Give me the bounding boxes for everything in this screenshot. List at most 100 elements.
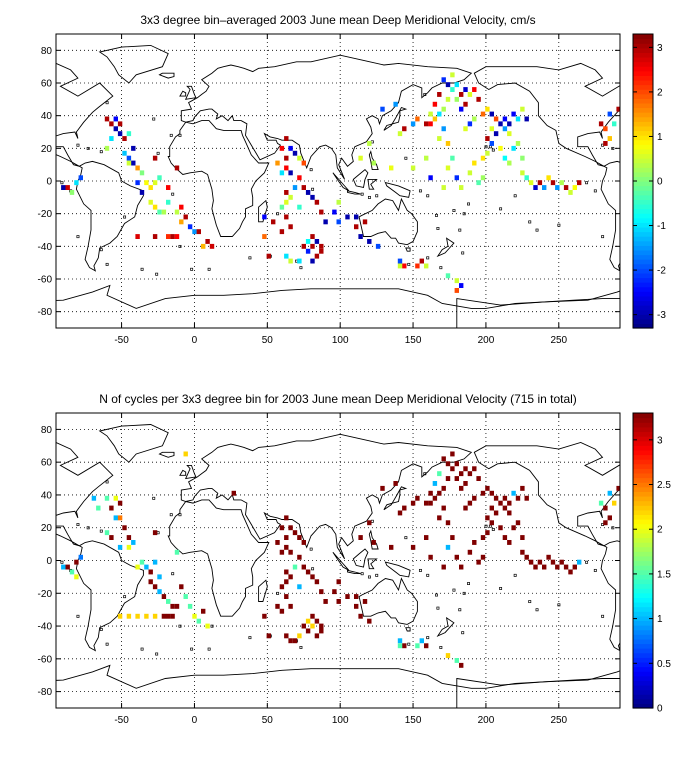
island (484, 524, 488, 528)
data-bin (568, 569, 573, 575)
data-bin (559, 180, 564, 186)
data-bin (279, 170, 285, 176)
data-bin (279, 549, 285, 555)
data-bin (96, 505, 101, 511)
data-bin (113, 116, 118, 122)
data-bin (174, 234, 180, 239)
data-bin (480, 175, 486, 181)
colorbar-segment (633, 560, 653, 566)
colorbar-segment (633, 226, 653, 233)
data-bin (441, 185, 446, 190)
data-bin (402, 263, 407, 269)
data-bin (489, 111, 494, 117)
data-bin (104, 116, 110, 122)
colorbar-segment (633, 75, 653, 81)
colorbar-segment (633, 666, 653, 672)
data-bin (428, 121, 433, 127)
colorbar-segment (633, 703, 653, 709)
y-tick-label: 0 (46, 556, 52, 567)
y-tick-label: -40 (38, 622, 53, 633)
data-bin (319, 243, 324, 249)
colorbar-segment (633, 426, 653, 433)
data-bin (528, 559, 534, 565)
data-bin (126, 155, 132, 161)
data-bin (555, 185, 560, 190)
data-bin (367, 141, 372, 146)
colorbar-segment (633, 606, 653, 612)
coastline (383, 486, 408, 511)
y-tick-label: 20 (41, 144, 53, 155)
island (418, 189, 422, 193)
colorbar-segment (633, 167, 653, 173)
colorbar-segment (633, 519, 653, 525)
colorbar: 3 2.5 2 1.5 1 0.5 0 (632, 412, 671, 715)
data-bin (454, 278, 459, 284)
coastline (258, 199, 268, 223)
island (99, 248, 103, 252)
colorbar-segment (633, 89, 653, 95)
data-bin (358, 535, 363, 540)
colorbar-segment (633, 440, 653, 446)
data-bin (520, 170, 525, 176)
data-bin (170, 234, 175, 239)
data-bin (187, 603, 193, 609)
island (528, 600, 532, 604)
data-bin (572, 564, 577, 570)
data-bin (179, 584, 184, 590)
data-bin (371, 160, 376, 166)
colorbar-tick-label: 0 (657, 177, 663, 188)
island (625, 628, 627, 630)
data-bin (284, 544, 289, 550)
data-bin (380, 485, 385, 491)
colorbar-segment (633, 144, 653, 150)
island (60, 181, 64, 185)
data-bin (332, 589, 337, 595)
coastline (358, 577, 418, 625)
data-bin (489, 141, 494, 146)
data-bin (354, 214, 359, 220)
island (404, 536, 408, 540)
island (375, 573, 379, 577)
data-bin (284, 253, 289, 259)
coastline (180, 433, 473, 560)
island (99, 150, 103, 154)
data-bin (450, 535, 455, 540)
island (360, 572, 364, 576)
coastline (158, 72, 175, 79)
coastline (184, 85, 197, 100)
data-bin (533, 185, 538, 190)
data-bin (402, 643, 407, 649)
island (4, 221, 6, 223)
coastline (347, 190, 361, 195)
island (105, 480, 109, 484)
coastline (384, 181, 411, 198)
data-bin (336, 219, 341, 225)
data-bin (104, 495, 110, 501)
coastline (473, 442, 620, 547)
data-bin (459, 283, 464, 288)
data-bin (467, 170, 473, 176)
data-bin (117, 544, 123, 550)
colorbar-segment (633, 98, 653, 104)
data-bin (428, 500, 433, 506)
x-tick-label: 250 (550, 335, 567, 346)
data-bin (402, 126, 407, 132)
data-bin (612, 121, 617, 127)
colorbar-segment (633, 537, 653, 543)
island (309, 168, 313, 172)
data-bin (502, 116, 508, 122)
coastline (383, 106, 408, 131)
data-bin (284, 165, 289, 171)
colorbar-segment (633, 551, 653, 557)
data-bin (415, 116, 420, 122)
data-bin (410, 500, 416, 506)
data-bin (424, 643, 429, 649)
data-bin (91, 495, 97, 501)
colorbar-segment (633, 638, 653, 645)
data-bin (109, 535, 114, 540)
colorbar-segment (633, 431, 653, 437)
coastline (56, 664, 620, 708)
y-tick-label: 80 (41, 425, 53, 436)
data-bin (284, 535, 289, 540)
